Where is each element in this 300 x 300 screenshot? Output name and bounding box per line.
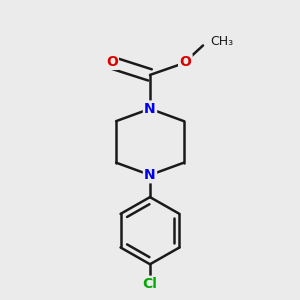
Text: N: N: [144, 168, 156, 182]
Text: Cl: Cl: [142, 277, 158, 291]
Text: O: O: [179, 55, 191, 69]
Text: O: O: [106, 55, 118, 69]
Text: N: N: [144, 102, 156, 116]
Text: CH₃: CH₃: [210, 34, 233, 48]
